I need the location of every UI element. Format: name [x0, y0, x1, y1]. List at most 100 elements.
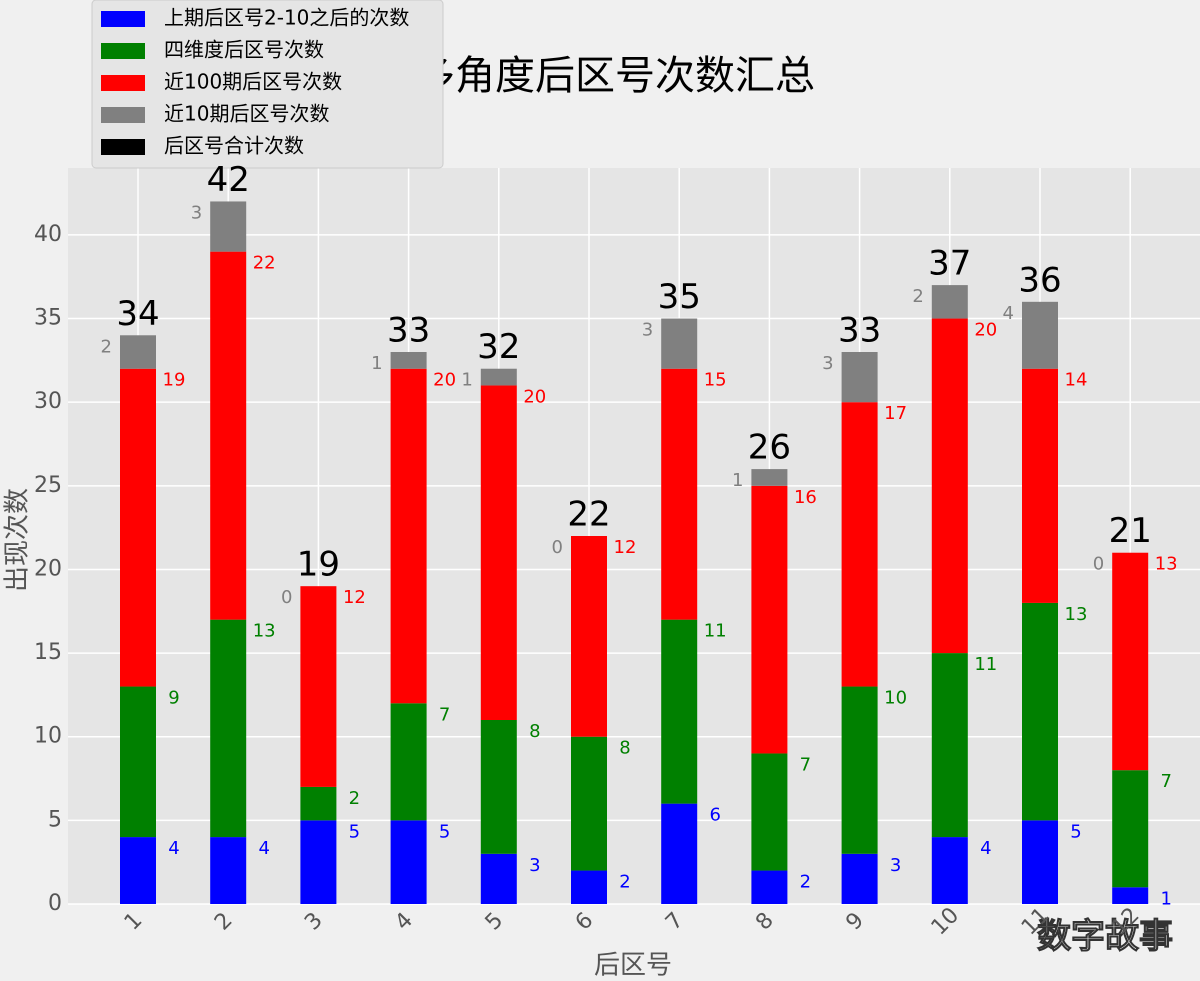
value-label: 12: [614, 537, 637, 558]
bar-segment: [1112, 552, 1149, 771]
value-label: 6: [709, 805, 720, 826]
bar-segment: [931, 837, 968, 904]
bar-segment: [1022, 301, 1058, 369]
bar-segment: [841, 352, 878, 403]
bar-segment: [661, 619, 698, 804]
value-label: 1: [1160, 888, 1171, 909]
total-label: 26: [748, 428, 791, 468]
bar-segment: [390, 703, 427, 821]
legend-label: 近10期后区号次数: [164, 102, 329, 126]
bar-segment: [300, 820, 337, 904]
total-label: 19: [297, 545, 340, 585]
y-axis-label: 出现次数: [3, 488, 33, 592]
bar-segment: [210, 619, 247, 838]
total-label: 35: [658, 277, 701, 317]
value-label: 12: [343, 587, 366, 608]
bar-segment: [571, 736, 607, 871]
value-label: 1: [732, 470, 743, 491]
value-label: 19: [163, 370, 186, 391]
bar-segment: [120, 837, 156, 904]
bar-segment: [1112, 887, 1149, 904]
y-tick-label: 35: [34, 306, 62, 331]
bar-segment: [661, 803, 698, 904]
bar-segment: [210, 201, 247, 252]
value-label: 3: [529, 855, 540, 876]
y-tick-label: 0: [48, 891, 62, 916]
value-label: 8: [529, 721, 540, 742]
value-label: 4: [980, 838, 991, 859]
value-label: 15: [704, 370, 727, 391]
value-label: 8: [619, 738, 630, 759]
bar-segment: [571, 870, 607, 904]
x-tick-label: 5: [481, 908, 509, 936]
bar-segment: [390, 352, 427, 369]
legend-label: 上期后区号2-10之后的次数: [164, 6, 409, 30]
watermark: 数字故事: [1037, 917, 1173, 957]
legend-box: [91, 0, 444, 169]
y-tick-label: 10: [34, 724, 62, 749]
legend-swatch: [101, 139, 145, 155]
bar-segment: [571, 536, 607, 737]
bar-segment: [210, 251, 247, 620]
value-label: 4: [258, 838, 269, 859]
x-tick-label: 9: [841, 908, 869, 936]
value-label: 20: [974, 320, 997, 341]
value-label: 7: [1160, 771, 1171, 792]
value-label: 20: [523, 386, 546, 407]
x-tick-label: 8: [751, 908, 779, 936]
value-label: 13: [253, 621, 276, 642]
y-tick-label: 40: [34, 222, 62, 247]
chart-title: 多角度后区号次数汇总: [415, 53, 815, 99]
bar-segment: [390, 820, 427, 904]
value-label: 13: [1155, 554, 1178, 575]
bar-segment: [480, 385, 517, 720]
bar-segment: [1112, 770, 1149, 888]
bar-segment: [931, 318, 968, 654]
bar-segment: [390, 368, 427, 704]
bar-segment: [300, 586, 337, 787]
total-label: 37: [928, 244, 971, 284]
bar-segment: [841, 686, 878, 854]
total-label: 21: [1109, 511, 1152, 551]
value-label: 2: [619, 872, 630, 893]
value-label: 5: [439, 821, 450, 842]
value-label: 11: [974, 654, 997, 675]
value-label: 14: [1065, 370, 1088, 391]
x-tick-label: 4: [390, 908, 418, 936]
value-label: 11: [704, 621, 727, 642]
value-label: 16: [794, 487, 817, 508]
legend-label: 近100期后区号次数: [164, 70, 342, 94]
bar-segment: [751, 753, 788, 871]
total-label: 42: [207, 160, 250, 200]
value-label: 9: [168, 688, 179, 709]
value-label: 10: [884, 688, 907, 709]
plot-area: [68, 168, 1200, 904]
legend-swatch: [101, 11, 145, 27]
value-label: 3: [822, 353, 833, 374]
value-label: 1: [461, 370, 472, 391]
total-label: 33: [387, 311, 430, 351]
bar-segment: [661, 318, 698, 369]
bar-segment: [480, 720, 517, 854]
bar-segment: [931, 285, 968, 319]
value-label: 2: [800, 872, 811, 893]
legend-label: 后区号合计次数: [164, 134, 304, 158]
total-label: 32: [477, 327, 520, 367]
y-tick-label: 30: [34, 389, 62, 414]
value-label: 0: [552, 537, 563, 558]
legend-swatch: [101, 75, 145, 91]
total-label: 34: [116, 294, 159, 334]
value-label: 3: [890, 855, 901, 876]
value-label: 3: [191, 202, 202, 223]
bar-segment: [210, 837, 247, 904]
x-tick-label: 6: [571, 908, 599, 936]
x-tick-label: 7: [661, 908, 689, 936]
bar-segment: [1022, 820, 1058, 904]
value-label: 5: [1070, 821, 1081, 842]
bar-segment: [120, 368, 156, 687]
value-label: 2: [101, 336, 112, 357]
bar-segment: [751, 485, 788, 754]
y-tick-label: 15: [34, 640, 62, 665]
total-label: 22: [567, 495, 610, 535]
